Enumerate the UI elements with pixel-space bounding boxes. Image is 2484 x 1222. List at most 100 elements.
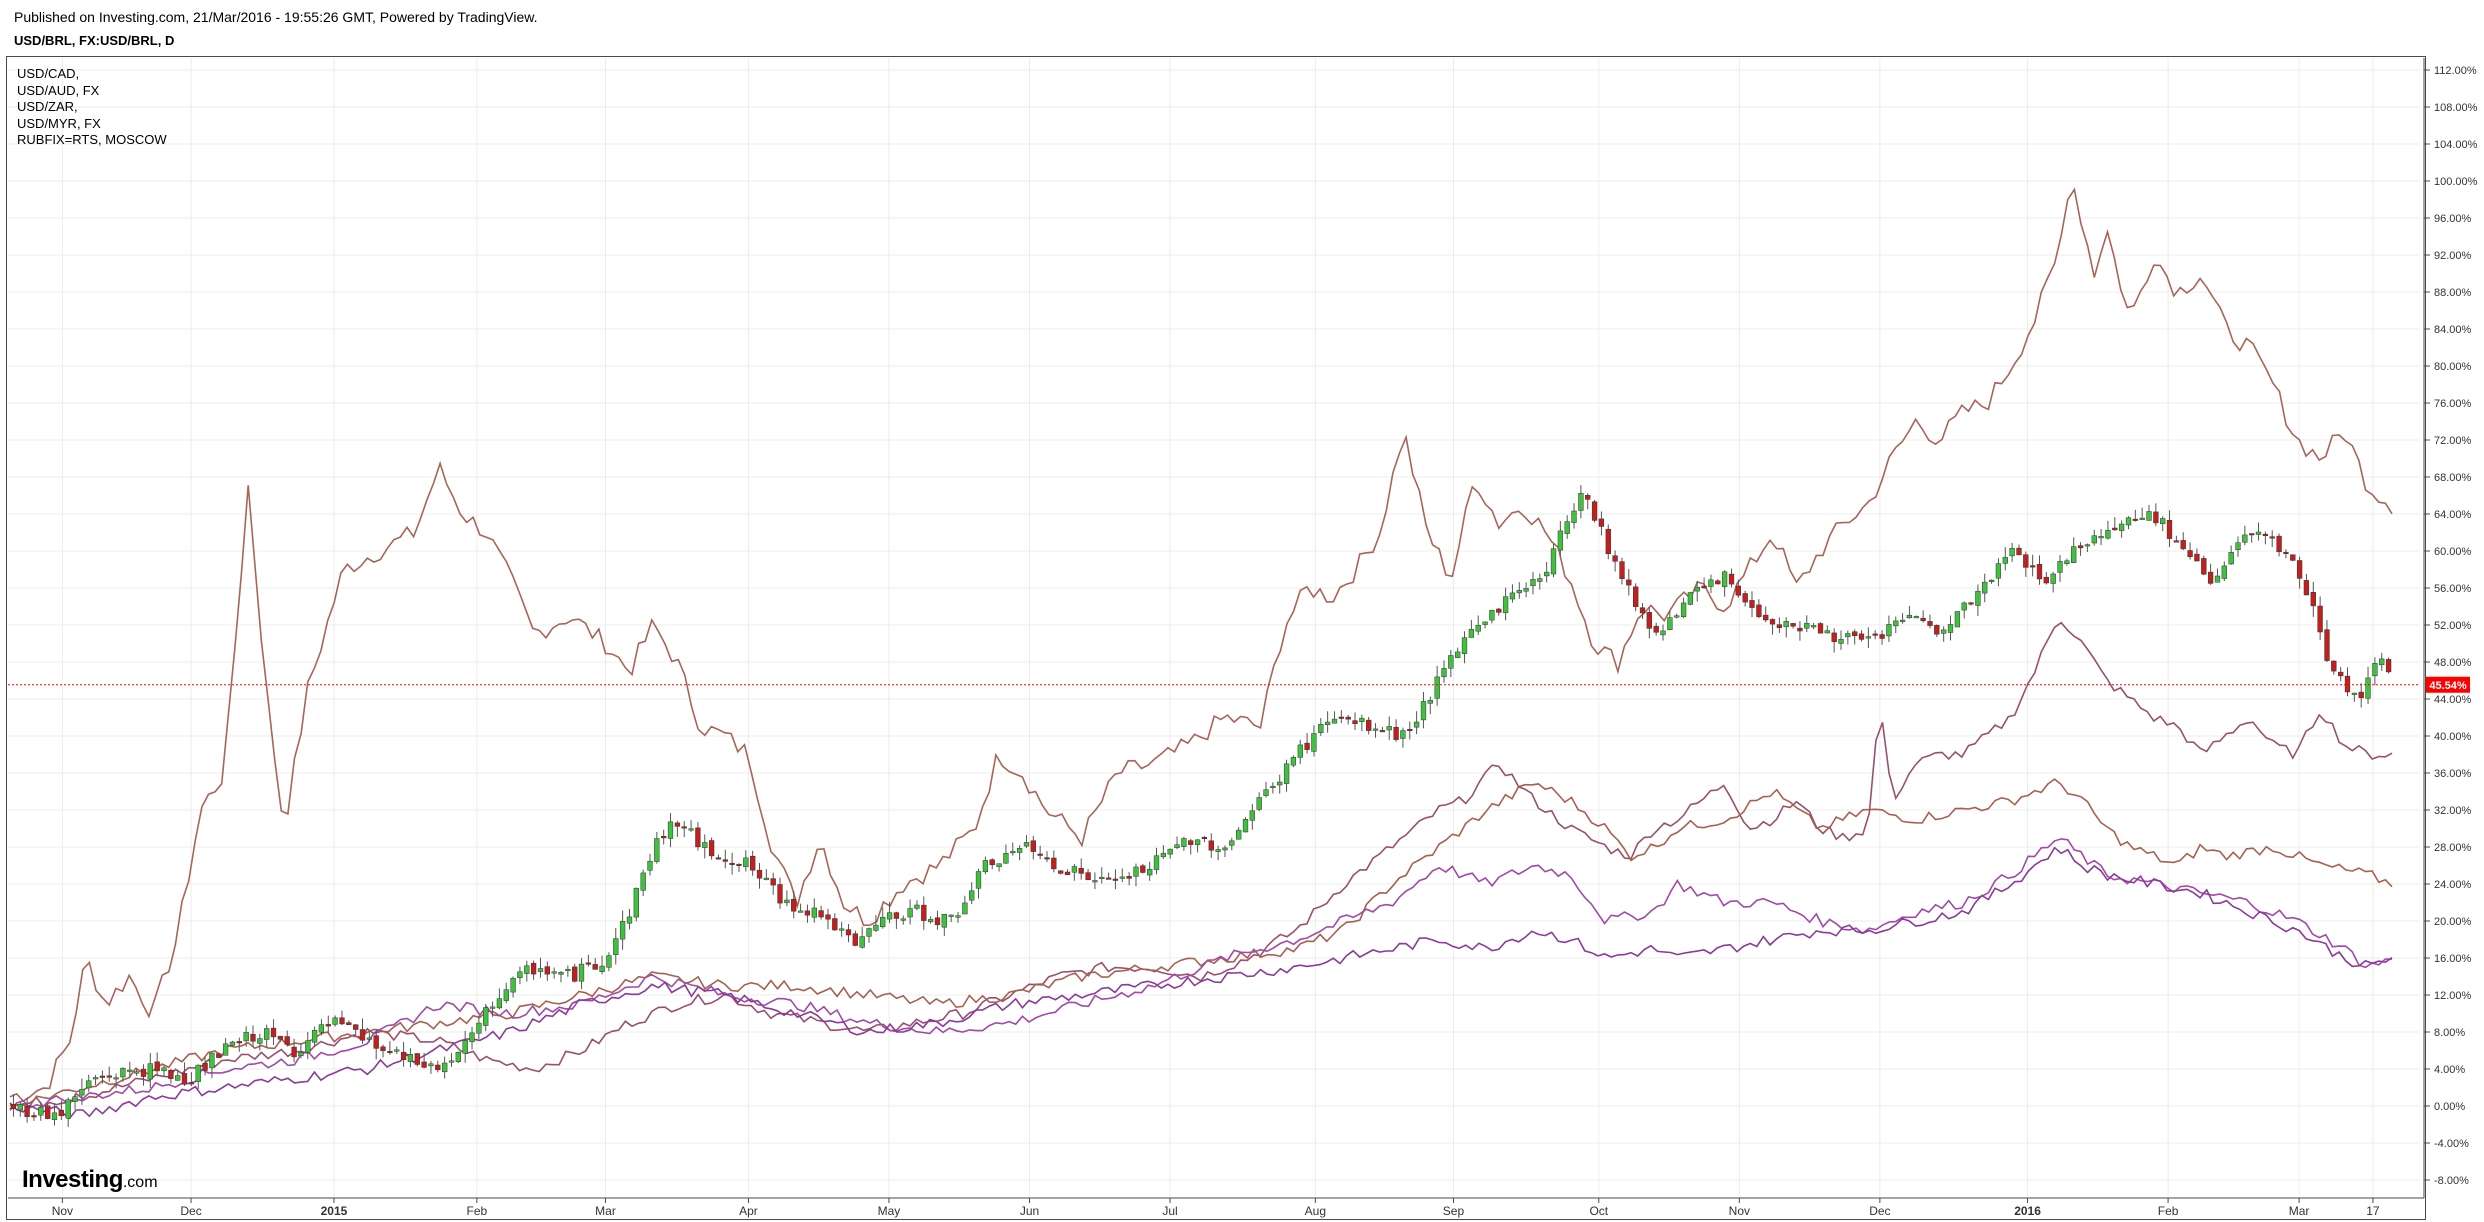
- series-line-rubfix-rts-moscow: [9, 187, 2393, 1103]
- legend-item-usd-aud[interactable]: USD/AUD, FX: [17, 82, 100, 98]
- candle-body: [99, 1075, 106, 1078]
- candle-body: [2105, 530, 2111, 539]
- candle-body: [2276, 535, 2282, 553]
- candle-body: [1201, 836, 1208, 839]
- y-tick-label: -4.00%: [2434, 1138, 2469, 1150]
- candle-body: [1626, 579, 1632, 586]
- candle-body: [414, 1053, 420, 1065]
- candle-body: [1810, 625, 1817, 628]
- candle-body: [1715, 580, 1721, 585]
- y-tick-label: 100.00%: [2434, 176, 2478, 188]
- y-tick-label: 16.00%: [2434, 953, 2472, 965]
- candle-body: [435, 1064, 441, 1071]
- candle-body: [900, 918, 906, 921]
- candle-body: [229, 1041, 236, 1046]
- series-lines: [9, 187, 2393, 1120]
- y-tick-label: 4.00%: [2434, 1064, 2465, 1076]
- candle-body: [2091, 535, 2097, 544]
- candle-body: [743, 857, 749, 867]
- x-tick-label: Dec: [180, 1204, 201, 1218]
- y-tick-label: 92.00%: [2434, 250, 2472, 262]
- candle-body: [1482, 621, 1488, 625]
- candle-body: [257, 1038, 263, 1044]
- candle-body: [72, 1096, 78, 1102]
- candle-body: [147, 1063, 153, 1080]
- candle-body: [181, 1073, 188, 1085]
- candle-body: [1379, 730, 1386, 733]
- candle-body: [1215, 849, 1221, 852]
- candle-body: [318, 1024, 325, 1033]
- symbol-title: USD/BRL, FX:USD/BRL, D: [14, 33, 175, 48]
- investing-logo[interactable]: Investing.com: [22, 1166, 158, 1194]
- candle-body: [1071, 866, 1078, 873]
- x-tick-label: Mar: [2289, 1204, 2310, 1218]
- x-tick-label: Nov: [52, 1204, 73, 1218]
- chart-frame[interactable]: [6, 56, 2426, 1220]
- candle-body: [175, 1075, 181, 1081]
- y-tick-label: 112.00%: [2434, 65, 2477, 77]
- candle-body: [394, 1049, 400, 1052]
- series-line-usd-cad: [9, 778, 2393, 1107]
- candle-body: [695, 827, 701, 848]
- legend-item-usd-cad[interactable]: USD/CAD,: [17, 66, 80, 81]
- candle-body: [1174, 844, 1180, 848]
- candle-body: [1283, 763, 1290, 784]
- candle-body: [195, 1064, 201, 1082]
- candle-body: [277, 1036, 284, 1040]
- x-tick-label: 2016: [2014, 1204, 2041, 1218]
- candle-body: [886, 912, 893, 920]
- candle-body: [2030, 565, 2036, 568]
- candle-body: [2214, 575, 2221, 583]
- candle-body: [1502, 596, 1509, 614]
- candle-body: [483, 1007, 489, 1026]
- candle-body: [654, 838, 660, 862]
- candle-body: [373, 1035, 379, 1049]
- y-tick-label: 104.00%: [2434, 139, 2478, 151]
- candle-body: [2365, 677, 2371, 699]
- candle-body: [1003, 853, 1009, 864]
- candle-body: [1489, 610, 1495, 621]
- candle-body: [1475, 624, 1481, 632]
- candle-body: [1236, 829, 1242, 840]
- candle-body: [811, 907, 817, 918]
- candle-body: [476, 1022, 482, 1034]
- candle-body: [1188, 840, 1194, 845]
- candle-body: [17, 1104, 23, 1111]
- candle-body: [387, 1051, 393, 1054]
- candle-body: [339, 1017, 345, 1025]
- candle-body: [661, 836, 667, 839]
- candle-body: [113, 1077, 119, 1080]
- candle-body: [1927, 621, 1933, 626]
- candle-body: [1119, 876, 1125, 879]
- candle-body: [1181, 838, 1187, 847]
- candle-body: [845, 929, 852, 936]
- candle-body: [1605, 528, 1611, 555]
- candle-body: [832, 918, 838, 931]
- legend-item-usd-myr[interactable]: USD/MYR, FX: [17, 115, 101, 131]
- candle-body: [633, 887, 639, 918]
- candle-body: [1085, 872, 1091, 881]
- candle-body: [804, 910, 811, 916]
- candle-body: [1290, 757, 1297, 766]
- x-tick-label: Feb: [2158, 1204, 2179, 1218]
- candle-body: [1338, 716, 1344, 719]
- y-tick-label: 76.00%: [2434, 398, 2472, 410]
- candle-body: [455, 1051, 461, 1062]
- candle-body: [1420, 701, 1427, 721]
- candle-body: [2016, 547, 2022, 556]
- candle-body: [921, 904, 927, 921]
- candle-body: [2077, 545, 2084, 549]
- candle-body: [1359, 717, 1365, 722]
- candle-body: [127, 1069, 133, 1072]
- candle-body: [1099, 876, 1105, 879]
- candle-body: [2057, 561, 2063, 573]
- candle-body: [784, 899, 790, 904]
- candle-body: [2351, 692, 2358, 695]
- legend-item-usd-zar[interactable]: USD/ZAR,: [17, 99, 78, 114]
- legend-item-rubfix[interactable]: RUBFIX=RTS, MOSCOW: [17, 132, 167, 147]
- candle-body: [674, 822, 681, 827]
- candle-body: [729, 862, 735, 865]
- candle-body: [1509, 592, 1516, 600]
- y-tick-label: 12.00%: [2434, 990, 2472, 1002]
